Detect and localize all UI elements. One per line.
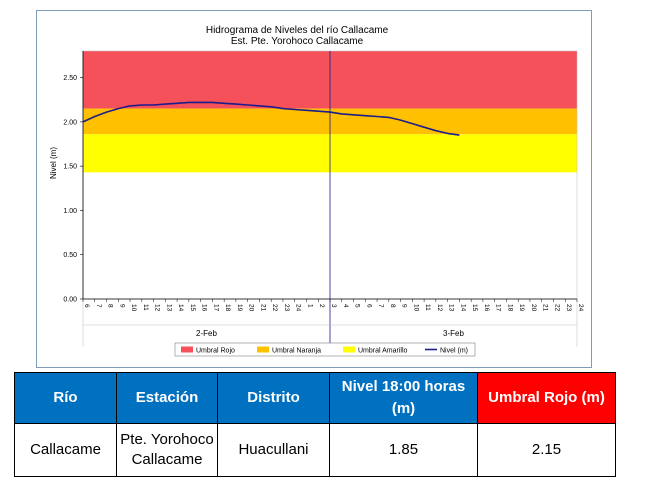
x-tick-label: 18 <box>224 304 231 312</box>
x-tick-label: 10 <box>130 304 137 312</box>
y-tick-label: 2.50 <box>63 75 77 82</box>
x-tick-label: 24 <box>577 304 584 312</box>
x-tick-label: 22 <box>271 304 278 312</box>
x-tick-label: 7 <box>377 304 384 308</box>
cell-nivel: 1.85 <box>329 423 478 477</box>
cell-umbral-rojo: 2.15 <box>477 423 616 477</box>
y-tick-label: 1.50 <box>63 164 77 171</box>
header-umbral-rojo: Umbral Rojo (m) <box>477 372 616 424</box>
table-header-row: Río Estación Distrito Nivel 18:00 horas … <box>14 372 616 424</box>
x-tick-label: 17 <box>212 304 219 312</box>
x-tick-label: 3 <box>330 304 337 308</box>
cell-distrito: Huacullani <box>217 423 330 477</box>
day-label: 2-Feb <box>196 329 217 338</box>
x-tick-label: 20 <box>530 304 537 312</box>
x-tick-label: 2 <box>318 304 325 308</box>
x-tick-label: 19 <box>518 304 525 312</box>
x-tick-label: 8 <box>389 304 396 308</box>
hydrograph-chart: Hidrograma de Niveles del río Callacame … <box>36 10 592 368</box>
series-line-nivel <box>82 101 460 136</box>
chart-canvas: Hidrograma de Niveles del río Callacame … <box>49 25 584 357</box>
x-tick-label: 22 <box>553 304 560 312</box>
header-nivel: Nivel 18:00 horas (m) <box>329 372 478 424</box>
x-tick-label: 9 <box>401 304 408 308</box>
x-tick-label: 10 <box>412 304 419 312</box>
header-estacion: Estación <box>116 372 218 424</box>
x-tick-label: 21 <box>542 304 549 312</box>
x-tick-label: 14 <box>459 304 466 312</box>
x-tick-label: 5 <box>354 304 361 308</box>
x-tick-label: 8 <box>107 304 114 308</box>
x-tick-label: 13 <box>448 304 455 312</box>
x-tick-label: 21 <box>259 304 266 312</box>
x-tick-label: 14 <box>177 304 184 312</box>
legend-swatch <box>257 346 269 353</box>
cell-rio: Callacame <box>14 423 117 477</box>
x-tick-label: 18 <box>506 304 513 312</box>
header-distrito: Distrito <box>217 372 330 424</box>
x-tick-label: 1 <box>306 304 313 308</box>
y-tick-label: 2.00 <box>63 119 77 126</box>
x-tick-label: 19 <box>236 304 243 312</box>
x-tick-label: 11 <box>424 304 431 311</box>
legend-entry: Nivel (m) <box>440 348 468 355</box>
chart-title: Hidrograma de Niveles del río Callacame <box>206 25 389 36</box>
x-tick-label: 9 <box>118 304 125 308</box>
x-tick-label: 17 <box>495 304 502 312</box>
legend-entry: Umbral Naranja <box>272 348 321 355</box>
table-row: Callacame Pte. Yorohoco Callacame Huacul… <box>14 423 616 477</box>
y-axis-label: Nivel (m) <box>49 147 58 179</box>
x-tick-label: 16 <box>483 304 490 312</box>
chart-legend: Umbral Rojo Umbral Naranja Umbral Amarillo… <box>174 342 476 357</box>
x-tick-label: 12 <box>436 304 443 312</box>
x-tick-label: 11 <box>142 304 149 311</box>
cell-estacion: Pte. Yorohoco Callacame <box>116 423 218 477</box>
y-tick-label: 0.50 <box>63 252 77 259</box>
legend-box <box>174 342 476 357</box>
x-tick-label: 6 <box>83 304 90 308</box>
legend-swatch <box>343 346 355 353</box>
y-tick-label: 0.00 <box>63 297 77 304</box>
x-tick-label: 20 <box>248 304 255 312</box>
x-tick-label: 7 <box>95 304 102 308</box>
x-tick-label: 16 <box>201 304 208 312</box>
x-tick-label: 6 <box>365 304 372 308</box>
x-tick-label: 24 <box>295 304 302 312</box>
x-tick-label: 23 <box>565 304 572 312</box>
day-label: 3-Feb <box>443 329 464 338</box>
chart-subtitle: Est. Pte. Yorohoco Callacame <box>231 36 364 47</box>
river-level-table: Río Estación Distrito Nivel 18:00 horas … <box>14 372 616 477</box>
y-tick-label: 1.00 <box>63 208 77 215</box>
x-tick-label: 4 <box>342 304 349 308</box>
x-tick-label: 15 <box>471 304 478 312</box>
legend-entry: Umbral Amarillo <box>358 348 408 355</box>
legend-swatch <box>181 346 193 353</box>
x-tick-label: 23 <box>283 304 290 312</box>
x-tick-label: 15 <box>189 304 196 312</box>
header-rio: Río <box>14 372 117 424</box>
x-tick-label: 13 <box>165 304 172 312</box>
x-tick-label: 12 <box>154 304 161 312</box>
legend-entry: Umbral Rojo <box>196 348 235 355</box>
